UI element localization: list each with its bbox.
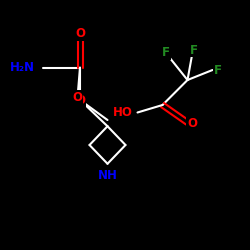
Text: HO: HO [112,106,132,119]
Text: F: F [214,64,222,76]
Text: F: F [162,46,170,59]
Text: O: O [72,91,83,104]
Text: F: F [190,44,198,57]
Text: NH: NH [98,169,117,182]
Text: O: O [75,27,85,40]
Text: O: O [187,117,197,130]
Text: O: O [75,94,85,106]
Text: H₂N: H₂N [10,61,35,74]
